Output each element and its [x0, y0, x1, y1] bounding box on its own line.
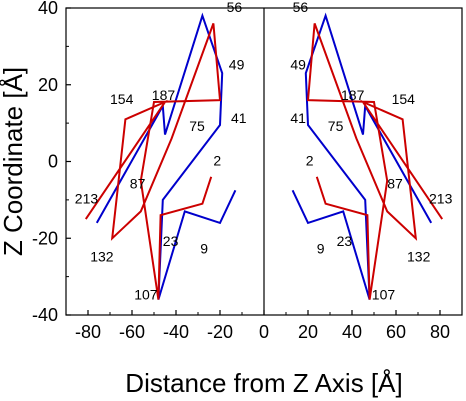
point-label: 56	[293, 0, 309, 15]
x-tick-label: 80	[430, 322, 450, 342]
y-tick-label: 0	[48, 152, 58, 172]
point-label: 187	[341, 87, 365, 103]
x-tick-label: -40	[163, 322, 189, 342]
point-label: 107	[134, 287, 158, 303]
y-tick-label: -40	[32, 305, 58, 325]
point-label: 107	[372, 287, 396, 303]
y-tick-label: -20	[32, 228, 58, 248]
point-labels: 56 49 187 154 75 41 2 87 213 23 9 132 107 56 49 187 154 7…	[75, 0, 453, 303]
point-label: 213	[429, 191, 453, 207]
y-tick-label: 40	[38, 0, 58, 18]
x-tick-label: 20	[298, 322, 318, 342]
point-label: 49	[229, 56, 245, 72]
series-line-right-red	[306, 23, 444, 300]
x-tick-label: 0	[259, 322, 269, 342]
series-line-left-blue	[95, 12, 237, 300]
series-line-left-red	[84, 23, 222, 300]
point-label: 154	[110, 91, 134, 107]
point-label: 23	[337, 233, 353, 249]
point-label: 9	[317, 241, 325, 257]
point-label: 154	[392, 91, 416, 107]
point-label: 49	[290, 56, 306, 72]
x-axis-label: Distance from Z Axis [Å]	[125, 368, 402, 398]
point-label: 132	[407, 248, 431, 264]
point-label: 56	[227, 0, 243, 15]
point-label: 213	[75, 191, 99, 207]
series-line-right-blue	[291, 12, 433, 300]
point-label: 23	[163, 233, 179, 249]
y-axis-label: Z Coordinate [Å]	[0, 67, 28, 256]
point-label: 2	[306, 152, 314, 168]
y-tick-label: 20	[38, 75, 58, 95]
point-label: 187	[152, 87, 176, 103]
x-tick-label: -20	[207, 322, 233, 342]
x-tick-label: -80	[75, 322, 101, 342]
x-tick-label: 60	[386, 322, 406, 342]
point-label: 41	[290, 110, 306, 126]
series-layer	[84, 12, 444, 300]
point-label: 132	[90, 248, 114, 264]
point-label: 9	[200, 241, 208, 257]
axes: -80 -60 -40 -20 0 20 40 60 80 -40 -20 0 20 40	[32, 0, 463, 342]
point-label: 41	[231, 110, 247, 126]
point-label: 2	[213, 152, 221, 168]
point-label: 87	[387, 175, 403, 191]
point-label: 75	[328, 118, 344, 134]
x-tick-label: -60	[119, 322, 145, 342]
point-label: 75	[189, 118, 205, 134]
point-label: 87	[130, 175, 146, 191]
x-tick-label: 40	[342, 322, 362, 342]
